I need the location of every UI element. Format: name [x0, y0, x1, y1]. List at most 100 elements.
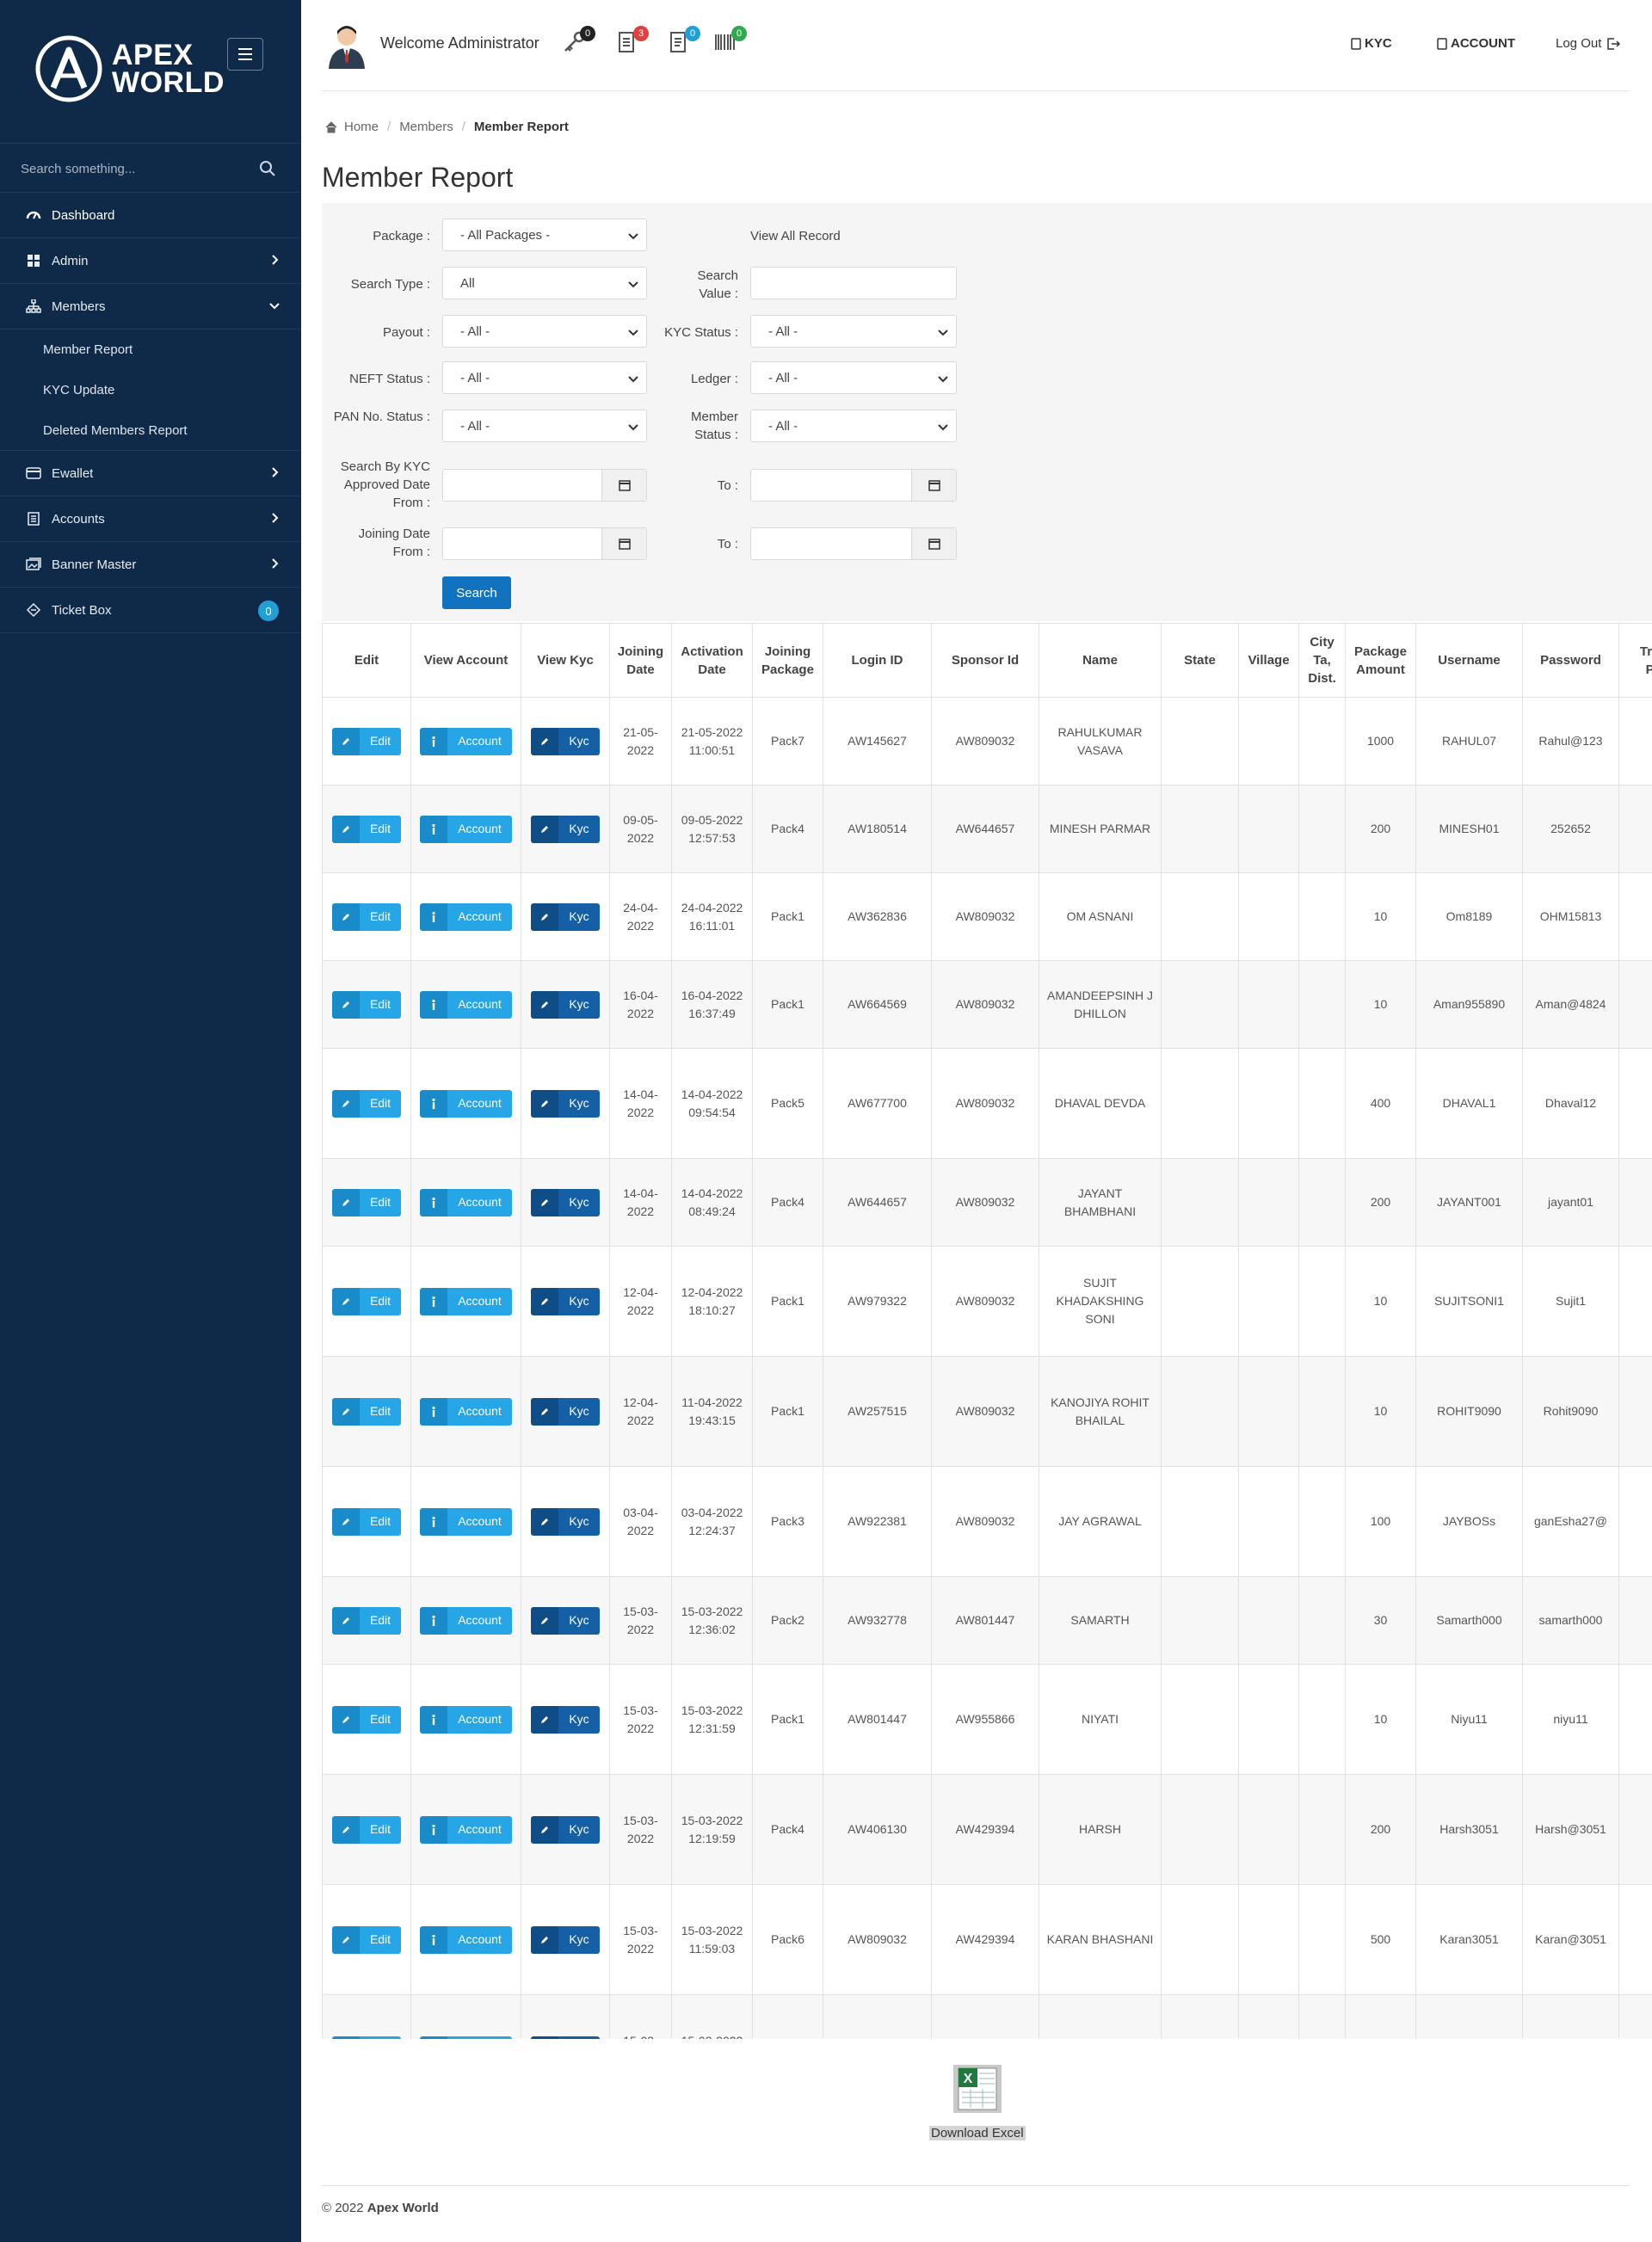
- notification-list[interactable]: 0: [666, 26, 700, 60]
- view-account-button[interactable]: Account: [420, 1705, 512, 1734]
- view-kyc-button[interactable]: Kyc: [531, 1287, 600, 1315]
- view-account-button[interactable]: Account: [420, 1089, 512, 1118]
- sidebar-item-ticket-box[interactable]: Ticket Box 0: [0, 588, 301, 633]
- account-link[interactable]: ACCOUNT: [1437, 36, 1515, 51]
- breadcrumb-members[interactable]: Members: [399, 120, 453, 134]
- ledger-select[interactable]: - All -: [750, 361, 957, 394]
- cell-pkg: Pack7: [752, 697, 823, 785]
- notification-barcode[interactable]: 0: [712, 26, 747, 60]
- view-account-button[interactable]: Account: [420, 1397, 512, 1426]
- kyc-link[interactable]: KYC: [1351, 36, 1392, 51]
- view-kyc-button[interactable]: Kyc: [531, 1606, 600, 1635]
- view-all-record-link[interactable]: View All Record: [750, 229, 841, 243]
- view-account-button[interactable]: Account: [420, 1925, 512, 1954]
- sidebar-item-ewallet[interactable]: Ewallet: [0, 451, 301, 496]
- table-row[interactable]: Edit Account Kyc 14-04-2022 14-04-2022 08:49…: [322, 1158, 1652, 1247]
- edit-button[interactable]: Edit: [331, 1705, 402, 1734]
- table-row[interactable]: Edit Account Kyc 12-04-2022 11-04-2022 19:43…: [322, 1356, 1652, 1467]
- search-button[interactable]: Search: [442, 576, 511, 609]
- menu-toggle-button[interactable]: [227, 38, 263, 71]
- edit-button[interactable]: Edit: [331, 727, 402, 755]
- edit-button[interactable]: Edit: [331, 1397, 402, 1426]
- edit-button[interactable]: Edit: [331, 1925, 402, 1954]
- notification-key[interactable]: 0: [561, 26, 595, 60]
- kyc-status-select[interactable]: - All -: [750, 315, 957, 348]
- table-row[interactable]: Edit Account Kyc 16-04-2022 16-04-2022 16:37…: [322, 960, 1652, 1049]
- footer-company[interactable]: Apex World: [367, 2201, 439, 2215]
- table-row[interactable]: Edit Account Kyc 15-03-2022 15-03-2022 12:31…: [322, 1664, 1652, 1775]
- view-kyc-button[interactable]: Kyc: [531, 990, 600, 1019]
- table-row[interactable]: Edit Account Kyc 12-04-2022 12-04-2022 18:10…: [322, 1246, 1652, 1357]
- table-row[interactable]: Edit Account Kyc 03-04-2022 03-04-2022 12:24…: [322, 1466, 1652, 1577]
- joining-date-from-input[interactable]: [442, 527, 647, 560]
- kyc-date-to-input[interactable]: [750, 469, 957, 502]
- view-kyc-button[interactable]: Kyc: [531, 1397, 600, 1426]
- member-status-select[interactable]: - All -: [750, 410, 957, 442]
- view-account-button[interactable]: Account: [420, 727, 512, 755]
- edit-button[interactable]: Edit: [331, 2036, 402, 2039]
- view-account-button[interactable]: Account: [420, 1606, 512, 1635]
- breadcrumb-home[interactable]: Home: [344, 120, 379, 134]
- edit-button[interactable]: Edit: [331, 990, 402, 1019]
- view-kyc-button[interactable]: Kyc: [531, 1925, 600, 1954]
- edit-button[interactable]: Edit: [331, 1089, 402, 1118]
- edit-button[interactable]: Edit: [331, 902, 402, 931]
- table-row[interactable]: Edit Account Kyc 24-04-2022 24-04-2022 16:11…: [322, 872, 1652, 961]
- view-account-button[interactable]: Account: [420, 1287, 512, 1315]
- download-excel[interactable]: X Download Excel: [929, 2061, 1026, 2140]
- edit-button[interactable]: Edit: [331, 815, 402, 843]
- payout-select[interactable]: - All -: [442, 315, 647, 348]
- edit-button[interactable]: Edit: [331, 1188, 402, 1216]
- table-row[interactable]: Edit Account Kyc 14-04-2022 14-04-2022 09:54…: [322, 1048, 1652, 1159]
- sidebar-item-members[interactable]: Members: [0, 284, 301, 330]
- logout-link[interactable]: Log Out: [1556, 36, 1621, 51]
- view-kyc-button[interactable]: Kyc: [531, 1507, 600, 1536]
- table-row[interactable]: Edit Account Kyc 09-05-2022 09-05-2022 12:57…: [322, 785, 1652, 873]
- view-account-button[interactable]: Account: [420, 1188, 512, 1216]
- view-account-button[interactable]: Account: [420, 1815, 512, 1844]
- table-row[interactable]: Edit Account Kyc 15-03-2022 15-03-2022 12:19…: [322, 1774, 1652, 1885]
- sidebar-search-input[interactable]: [21, 156, 244, 182]
- sidebar-subitem-kyc-update[interactable]: KYC Update: [43, 383, 115, 397]
- sidebar-item-dashboard[interactable]: Dashboard: [0, 193, 301, 238]
- package-select[interactable]: - All Packages -: [442, 219, 647, 251]
- view-account-button[interactable]: Account: [420, 815, 512, 843]
- avatar[interactable]: [325, 22, 368, 69]
- view-kyc-button[interactable]: Kyc: [531, 1188, 600, 1216]
- search-value-input[interactable]: [750, 267, 957, 299]
- logo[interactable]: APEX WORLD: [34, 34, 225, 103]
- view-account-button[interactable]: Account: [420, 2036, 512, 2039]
- search-icon[interactable]: [258, 159, 277, 178]
- sidebar-item-banner-master[interactable]: Banner Master: [0, 542, 301, 588]
- edit-button[interactable]: Edit: [331, 1815, 402, 1844]
- neft-status-select[interactable]: - All -: [442, 361, 647, 394]
- edit-button[interactable]: Edit: [331, 1287, 402, 1315]
- sidebar-item-accounts[interactable]: Accounts: [0, 496, 301, 542]
- kyc-date-from-input[interactable]: [442, 469, 647, 502]
- view-kyc-button[interactable]: Kyc: [531, 1089, 600, 1118]
- download-excel-label[interactable]: Download Excel: [929, 2126, 1026, 2140]
- cell-login: AW257515: [823, 1356, 932, 1467]
- table-row[interactable]: Edit Account Kyc 15-03-2022 15-03-2022 12:36…: [322, 1576, 1652, 1665]
- view-kyc-button[interactable]: Kyc: [531, 1815, 600, 1844]
- view-kyc-button[interactable]: Kyc: [531, 727, 600, 755]
- view-kyc-button[interactable]: Kyc: [531, 815, 600, 843]
- sidebar-subitem-deleted-members[interactable]: Deleted Members Report: [0, 410, 301, 451]
- edit-button[interactable]: Edit: [331, 1507, 402, 1536]
- table-row[interactable]: Edit Account Kyc 21-05-2022 21-05-2022 11:00…: [322, 697, 1652, 785]
- sidebar-subitem-member-report[interactable]: Member Report: [43, 342, 133, 357]
- notification-document[interactable]: 3: [614, 26, 649, 60]
- edit-button[interactable]: Edit: [331, 1606, 402, 1635]
- sidebar-item-admin[interactable]: Admin: [0, 238, 301, 284]
- view-kyc-button[interactable]: Kyc: [531, 902, 600, 931]
- search-type-select[interactable]: All: [442, 267, 647, 299]
- view-account-button[interactable]: Account: [420, 990, 512, 1019]
- view-kyc-button[interactable]: Kyc: [531, 1705, 600, 1734]
- view-kyc-button[interactable]: Kyc: [531, 2036, 600, 2039]
- view-account-button[interactable]: Account: [420, 1507, 512, 1536]
- view-account-button[interactable]: Account: [420, 902, 512, 931]
- table-row[interactable]: Edit Account Kyc 15-03-2022 15-03-2022 11:59…: [322, 1884, 1652, 1995]
- joining-date-to-input[interactable]: [750, 527, 957, 560]
- pan-status-select[interactable]: - All -: [442, 410, 647, 442]
